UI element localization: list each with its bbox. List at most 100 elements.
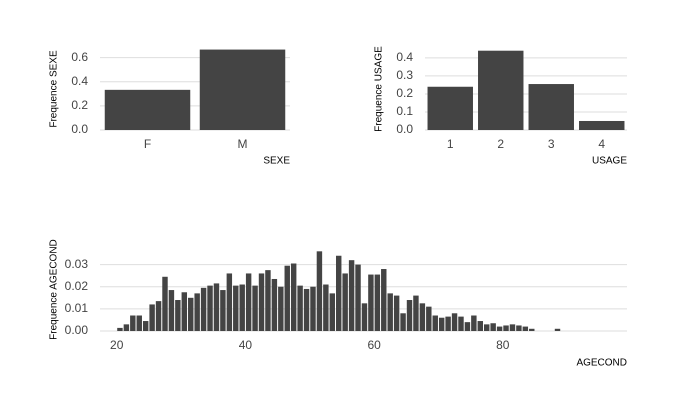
histogram-bar (213, 283, 220, 331)
histogram-bar (361, 303, 368, 331)
histogram-bar (464, 322, 471, 331)
histogram-bar (471, 315, 477, 331)
histogram-bar (168, 290, 175, 331)
histogram-bar (387, 293, 393, 331)
histogram-bar (181, 292, 188, 331)
y-axis-label: Frequence USAGE (374, 46, 385, 132)
histogram-bar (554, 328, 561, 331)
histogram-bar (426, 306, 432, 331)
histogram-bar (458, 316, 464, 331)
x-tick-label: 1 (447, 137, 454, 151)
histogram-bar (438, 317, 445, 331)
histogram-bar (130, 315, 136, 331)
x-axis-label: AGECOND (576, 358, 627, 369)
histogram-bar (329, 293, 336, 331)
y-tick-label: 0.03 (65, 257, 89, 271)
y-tick-label: 0.4 (396, 50, 413, 64)
histogram-bar (432, 315, 438, 331)
histogram-bar (252, 285, 258, 331)
histogram-bar (194, 293, 200, 331)
y-tick-label: 0.6 (71, 50, 88, 64)
x-tick-label: M (238, 137, 248, 151)
histogram-bar (142, 321, 149, 331)
histogram-bar (445, 316, 451, 331)
y-tick-label: 0.02 (65, 279, 89, 293)
histogram-bar (490, 323, 496, 331)
y-tick-label: 0.3 (396, 68, 413, 82)
x-tick-label: 3 (548, 137, 555, 151)
bar (478, 50, 524, 131)
histogram-bar (496, 326, 503, 331)
histogram-bar (413, 295, 419, 331)
histogram-bar (258, 273, 265, 331)
histogram-bar (316, 251, 323, 331)
histogram-bar (303, 288, 310, 331)
histogram-bar (245, 273, 252, 331)
x-tick-label: 20 (110, 338, 124, 352)
x-tick-label: 4 (598, 137, 605, 151)
histogram-bar (220, 290, 226, 331)
histogram-bar (207, 285, 213, 331)
histogram-bar (336, 255, 342, 331)
histogram-bar (529, 328, 535, 331)
histogram-bar (451, 313, 458, 331)
y-axis-label: Frequence AGECOND (49, 239, 60, 340)
histogram-bar (503, 325, 509, 331)
histogram-bar (123, 324, 130, 331)
histogram-bar (117, 327, 123, 331)
histogram-bar (406, 300, 413, 331)
histogram-bar (297, 285, 303, 331)
histogram-bar (484, 324, 490, 331)
x-axis-label: SEXE (263, 156, 290, 167)
y-tick-label: 0.0 (71, 122, 88, 136)
histogram-bar (136, 315, 142, 331)
y-tick-label: 0.01 (65, 301, 89, 315)
histogram-bar (381, 269, 387, 331)
x-tick-label: F (144, 137, 151, 151)
y-tick-label: 0.2 (396, 86, 413, 100)
histogram-bar (368, 274, 374, 331)
histogram-bar (188, 297, 194, 331)
y-tick-label: 0.00 (65, 323, 89, 337)
histogram-bar (233, 285, 239, 331)
x-tick-label: 2 (497, 137, 504, 151)
histogram-bar (348, 260, 355, 331)
bar (528, 84, 574, 130)
x-axis-label: USAGE (592, 156, 627, 167)
bar (427, 86, 473, 130)
histogram-bar (374, 274, 381, 331)
histogram-bar (310, 286, 316, 331)
x-tick-label: 80 (496, 338, 510, 352)
histogram-bar (162, 276, 168, 331)
histogram-bar (477, 321, 484, 331)
histogram-bar (265, 270, 271, 331)
bar (579, 120, 625, 130)
histogram-bar (239, 284, 245, 331)
histogram-bar (271, 278, 278, 331)
x-tick-label: 40 (239, 338, 253, 352)
bar (199, 49, 286, 131)
y-axis-label: Frequence SEXE (49, 50, 60, 128)
histogram-bar (290, 263, 297, 331)
x-tick-label: 60 (367, 338, 381, 352)
histogram-bar (393, 295, 400, 331)
histogram-bar (278, 286, 284, 331)
histogram-bar (400, 313, 406, 331)
histogram-bar (284, 265, 290, 331)
histogram-bar (509, 324, 516, 331)
bar (104, 89, 191, 130)
histogram-bar (155, 301, 162, 331)
histogram-bar (522, 326, 529, 331)
histogram-bar (342, 273, 348, 331)
y-tick-label: 0.4 (71, 74, 88, 88)
histogram-bar (516, 325, 522, 331)
y-tick-label: 0.0 (396, 122, 413, 136)
histogram-bar (200, 287, 207, 331)
histogram-bar (149, 304, 155, 331)
histogram-bar (323, 284, 329, 331)
y-tick-label: 0.1 (396, 104, 413, 118)
histogram-bar (175, 300, 181, 331)
histogram-bar (355, 264, 361, 331)
histogram-bar (226, 273, 233, 331)
